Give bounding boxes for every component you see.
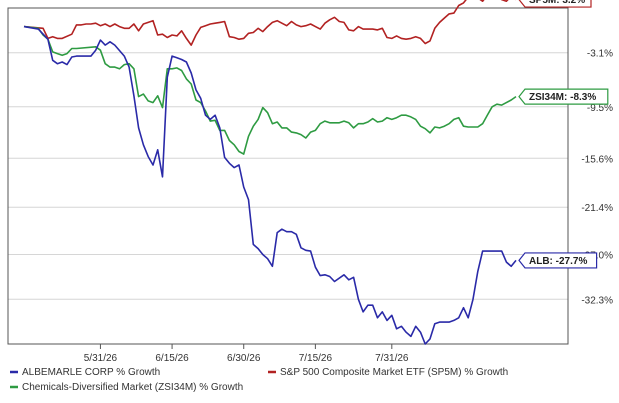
series-callout-2: ZSI34M: -8.3%	[518, 88, 609, 105]
y-tick-label: -32.3%	[581, 295, 613, 306]
callout-label: SP5M: 3.2%	[529, 0, 585, 6]
callout-box	[518, 0, 592, 8]
plot-frame	[7, 7, 569, 345]
y-tick-label: -27.0%	[581, 251, 613, 262]
series-line-1	[23, 0, 516, 46]
series-callout-0: ALB: -27.7%	[518, 252, 598, 269]
y-tick-label: -21.4%	[581, 203, 613, 214]
series-callout-1: SP5M: 3.2%	[518, 0, 592, 8]
legend: ALBEMARLE CORP % Growth S&P 500 Composite…	[10, 367, 508, 393]
callout-box	[518, 252, 598, 269]
legend-item-1: S&P 500 Composite Market ETF (SP5M) % Gr…	[268, 367, 508, 378]
x-tick-label: 6/15/26	[155, 353, 189, 364]
x-tick-label: 6/30/26	[227, 353, 261, 364]
x-tick-label: 7/15/26	[299, 353, 333, 364]
callout-label: ALB: -27.7%	[529, 256, 587, 267]
series-line-2	[23, 25, 517, 155]
y-tick-label: -15.6%	[581, 154, 613, 165]
y-tick-label: -3.1%	[587, 49, 613, 60]
series-line-0	[23, 25, 517, 345]
grid	[8, 52, 568, 300]
legend-label: ALBEMARLE CORP % Growth	[22, 367, 160, 378]
legend-item-2: Chemicals-Diversified Market (ZSI34M) % …	[10, 382, 243, 393]
legend-item-0: ALBEMARLE CORP % Growth	[10, 367, 160, 378]
y-axis: -3.1% -9.5% -15.6% -21.4% -27.0% -32.3%	[581, 49, 613, 307]
series-layer	[23, 0, 517, 345]
x-tick-label: 5/31/26	[84, 353, 118, 364]
callouts: ALB: -27.7% SP5M: 3.2% ZSI34M: -8.3%	[518, 0, 609, 269]
legend-label: S&P 500 Composite Market ETF (SP5M) % Gr…	[280, 367, 508, 378]
legend-label: Chemicals-Diversified Market (ZSI34M) % …	[22, 382, 243, 393]
x-axis: 5/31/26 6/15/26 6/30/26 7/15/26 7/31/26	[84, 344, 409, 364]
callout-box	[518, 88, 609, 105]
y-tick-label: -9.5%	[587, 103, 613, 114]
callout-label: ZSI34M: -8.3%	[529, 92, 596, 103]
x-tick-label: 7/31/26	[375, 353, 409, 364]
